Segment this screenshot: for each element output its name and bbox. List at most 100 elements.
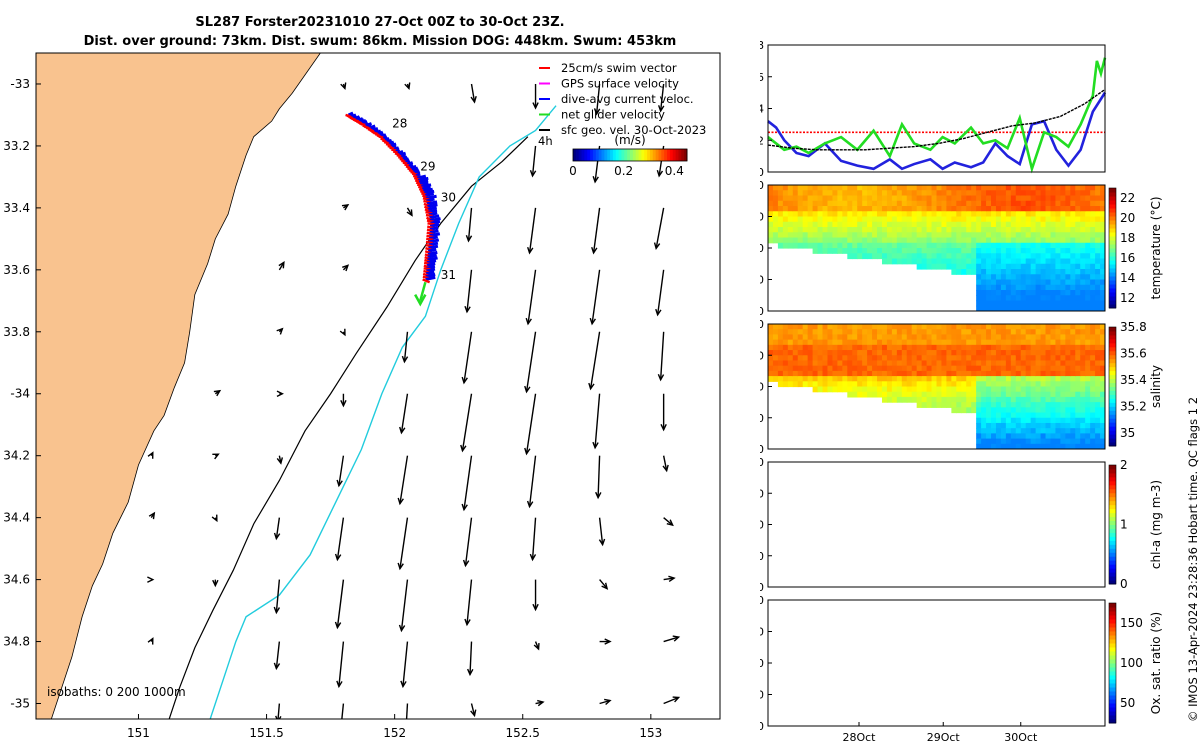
heatmap-cell	[777, 221, 784, 228]
heatmap-cell	[832, 190, 838, 197]
current-vector	[340, 82, 347, 91]
heatmap-cell	[867, 216, 873, 223]
heatmap-cell	[1060, 248, 1066, 254]
heatmap-cell	[966, 339, 972, 346]
heatmap-cell	[802, 360, 809, 367]
heatmap-cell	[1030, 232, 1037, 239]
colorbar-cell	[1109, 430, 1116, 435]
colorbar-cell	[641, 149, 645, 161]
heatmap-cell	[1025, 428, 1032, 434]
heatmap-cell	[926, 237, 933, 244]
dive-avg-vector	[424, 189, 435, 195]
heatmap-cell	[956, 190, 962, 197]
heatmap-cell	[995, 305, 1002, 311]
heatmap-cell	[995, 242, 1002, 249]
heatmap-cell	[1020, 417, 1027, 424]
heatmap-cell	[777, 185, 784, 191]
heatmap-cell	[891, 227, 898, 233]
heatmap-cell	[1010, 324, 1017, 330]
heatmap-cell	[1065, 391, 1071, 398]
heatmap-cell	[1025, 242, 1032, 249]
heatmap-cell	[946, 360, 952, 367]
current-vector	[398, 579, 409, 633]
heatmap-cell	[1095, 396, 1101, 403]
heatmap-cell	[1070, 433, 1076, 440]
heatmap-cell	[906, 334, 913, 341]
colorbar-cell	[1109, 548, 1116, 553]
heatmap-cell	[1090, 402, 1096, 408]
colorbar-cell	[1109, 611, 1116, 616]
heatmap-cell	[787, 350, 794, 356]
heatmap-cell	[862, 334, 868, 341]
heatmap-cell	[1080, 305, 1086, 311]
heatmap-cell	[956, 248, 962, 254]
heatmap-cell	[976, 428, 982, 434]
colorbar-tick-label: 35	[1120, 426, 1135, 440]
heatmap-cell	[817, 232, 824, 239]
heatmap-cell	[867, 200, 873, 207]
heatmap-cell	[971, 329, 977, 336]
heatmap-cell	[1100, 365, 1105, 372]
heatmap-cell	[1080, 350, 1086, 356]
heatmap-cell	[1005, 391, 1012, 398]
heatmap-cell	[1030, 360, 1037, 367]
heatmap-cell	[837, 360, 843, 367]
heatmap-cell	[1075, 381, 1081, 388]
heatmap-cell	[1080, 412, 1086, 419]
current-vector	[336, 455, 345, 488]
heatmap-cell	[1020, 263, 1027, 270]
heatmap-cell	[1030, 200, 1037, 207]
heatmap-cell	[991, 248, 997, 254]
heatmap-cell	[981, 258, 987, 265]
heatmap-cell	[1015, 329, 1022, 336]
heatmap-cell	[966, 376, 972, 382]
heatmap-cell	[1080, 344, 1086, 351]
heatmap-cell	[1025, 407, 1032, 414]
heatmap-cell	[941, 339, 948, 346]
heatmap-cell	[807, 376, 814, 382]
heatmap-cell	[995, 433, 1002, 440]
heatmap-cell	[926, 360, 933, 367]
heatmap-cell	[886, 339, 893, 346]
heatmap-cell	[931, 190, 938, 197]
colorbar-cell	[1109, 679, 1116, 684]
heatmap-cell	[1055, 324, 1061, 330]
heatmap-cell	[1025, 248, 1032, 254]
heatmap-cell	[896, 324, 903, 330]
heatmap-cell	[807, 370, 814, 377]
heatmap-cell	[1000, 402, 1007, 408]
current-vector	[400, 641, 409, 689]
heatmap-cell	[1020, 365, 1027, 372]
heatmap-cell	[991, 381, 997, 388]
x-tick-label: 28Oct	[842, 731, 876, 744]
heatmap-cell	[787, 355, 794, 362]
heatmap-cell	[1050, 365, 1057, 372]
heatmap-cell	[926, 206, 933, 212]
heatmap-cell	[891, 396, 898, 403]
heatmap-cell	[867, 253, 873, 260]
heatmap-cell	[817, 242, 824, 249]
heatmap-cell	[862, 237, 868, 244]
current-vector	[599, 698, 612, 706]
heatmap-cell	[1070, 344, 1076, 351]
heatmap-cell	[1020, 200, 1027, 207]
copyright-text: © IMOS 13-Apr-2024 23:28:36 Hobart time.…	[1186, 396, 1200, 722]
heatmap-cell	[1060, 305, 1066, 311]
heatmap-cell	[1085, 274, 1091, 281]
map-frame	[35, 52, 721, 720]
current-vector	[529, 145, 537, 178]
heatmap-cell	[1035, 381, 1042, 388]
y-tick-label: 33.2	[3, 139, 30, 153]
heatmap-cell	[1040, 324, 1047, 330]
heatmap-cell	[1000, 376, 1007, 382]
y-tick-label: 200	[760, 581, 764, 594]
heatmap-cell	[956, 216, 962, 223]
current-vector	[273, 517, 281, 541]
heatmap-cell	[787, 195, 794, 202]
heatmap-cell	[931, 324, 938, 330]
heatmap-cell	[976, 433, 982, 440]
y-tick-label: 200	[760, 305, 764, 318]
heatmap-cell	[936, 370, 943, 377]
heatmap-cell	[827, 376, 834, 382]
colorbar-cell	[1109, 204, 1116, 209]
